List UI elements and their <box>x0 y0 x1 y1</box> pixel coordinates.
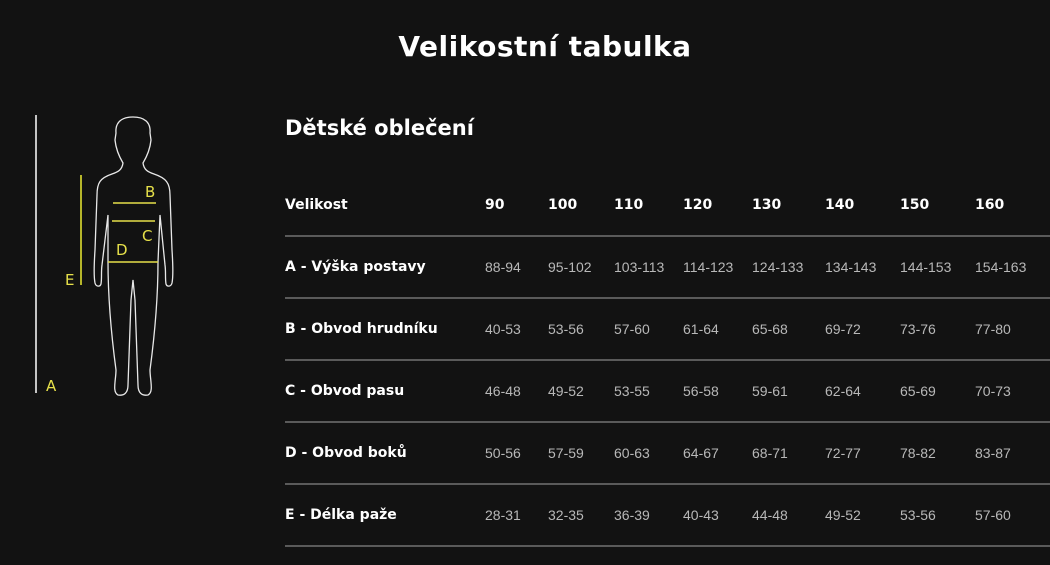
table-cell: 49-52 <box>825 484 900 547</box>
section-title: Dětské oblečení <box>285 116 474 140</box>
child-silhouette <box>93 116 174 396</box>
table-cell: 40-43 <box>683 484 752 547</box>
table-cell: 40-53 <box>485 298 548 361</box>
label-d: D <box>116 241 128 259</box>
table-cell: 57-59 <box>548 422 614 485</box>
table-row: E - Délka paže 28-31 32-35 36-39 40-43 44-48 4… <box>285 484 1050 547</box>
header-label: Velikost <box>285 175 485 237</box>
table-cell: 61-64 <box>683 298 752 361</box>
table-cell: 57-60 <box>614 298 683 361</box>
table-cell: 70-73 <box>975 360 1050 423</box>
table-cell: 95-102 <box>548 236 614 299</box>
table-cell: 46-48 <box>485 360 548 423</box>
table-row: A - Výška postavy 88-94 95-102 103-113 114-1… <box>285 236 1050 299</box>
table-cell: 53-56 <box>548 298 614 361</box>
size-header: 130 <box>752 175 825 237</box>
table-cell: 49-52 <box>548 360 614 423</box>
table-cell: 44-48 <box>752 484 825 547</box>
table-cell: 65-69 <box>900 360 975 423</box>
size-header: 110 <box>614 175 683 237</box>
size-header: 160 <box>975 175 1050 237</box>
table-cell: 53-56 <box>900 484 975 547</box>
page-title: Velikostní tabulka <box>398 30 692 63</box>
table-cell: 56-58 <box>683 360 752 423</box>
table-cell: 28-31 <box>485 484 548 547</box>
table-cell: 62-64 <box>825 360 900 423</box>
label-c: C <box>142 227 152 245</box>
table-cell: 114-123 <box>683 236 752 299</box>
table-row: C - Obvod pasu 46-48 49-52 53-55 56-58 59-61 6… <box>285 360 1050 423</box>
size-header: 150 <box>900 175 975 237</box>
table-cell: 50-56 <box>485 422 548 485</box>
table-cell: 53-55 <box>614 360 683 423</box>
table-cell: 88-94 <box>485 236 548 299</box>
table-header-row: Velikost 90 100 110 120 130 140 150 160 <box>285 175 1050 237</box>
size-header: 100 <box>548 175 614 237</box>
table-cell: 124-133 <box>752 236 825 299</box>
table-cell: 36-39 <box>614 484 683 547</box>
table-cell: 65-68 <box>752 298 825 361</box>
table-cell: 69-72 <box>825 298 900 361</box>
table-cell: 77-80 <box>975 298 1050 361</box>
table-cell: 59-61 <box>752 360 825 423</box>
table-cell: 78-82 <box>900 422 975 485</box>
label-a: A <box>46 377 57 395</box>
table-cell: 154-163 <box>975 236 1050 299</box>
label-e: E <box>65 271 74 289</box>
table-cell: 83-87 <box>975 422 1050 485</box>
row-label: E - Délka paže <box>285 484 485 547</box>
size-header: 120 <box>683 175 752 237</box>
body-measurement-figure: A B C D E <box>35 115 174 396</box>
table-cell: 72-77 <box>825 422 900 485</box>
table-cell: 64-67 <box>683 422 752 485</box>
table-cell: 73-76 <box>900 298 975 361</box>
row-label: C - Obvod pasu <box>285 360 485 423</box>
row-label: A - Výška postavy <box>285 236 485 299</box>
row-label: B - Obvod hrudníku <box>285 298 485 361</box>
table-cell: 60-63 <box>614 422 683 485</box>
table-cell: 32-35 <box>548 484 614 547</box>
table-cell: 68-71 <box>752 422 825 485</box>
size-table: Velikost 90 100 110 120 130 140 150 160 … <box>285 175 1050 547</box>
table-cell: 134-143 <box>825 236 900 299</box>
table-cell: 57-60 <box>975 484 1050 547</box>
table-row: D - Obvod boků 50-56 57-59 60-63 64-67 68-71 7… <box>285 422 1050 485</box>
table-row: B - Obvod hrudníku 40-53 53-56 57-60 61-64 65… <box>285 298 1050 361</box>
size-header: 90 <box>485 175 548 237</box>
label-b: B <box>145 183 155 201</box>
table-cell: 103-113 <box>614 236 683 299</box>
row-label: D - Obvod boků <box>285 422 485 485</box>
size-header: 140 <box>825 175 900 237</box>
table-cell: 144-153 <box>900 236 975 299</box>
